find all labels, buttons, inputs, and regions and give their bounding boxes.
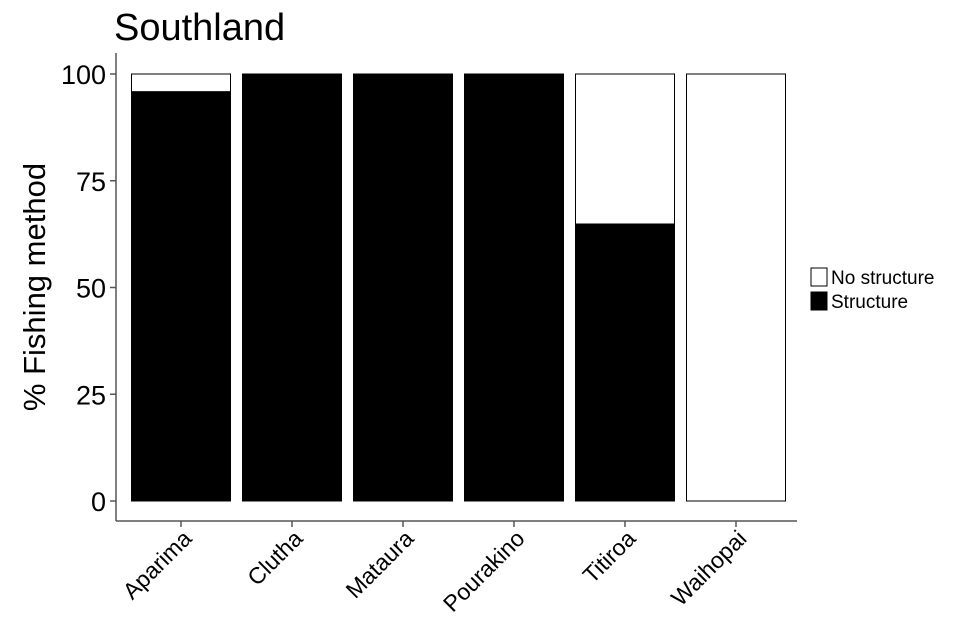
y-tick-label-100: 100 <box>61 60 106 90</box>
bar-titiroa-no-structure <box>575 74 675 224</box>
bar-aparima-structure <box>131 91 231 501</box>
bar-clutha-structure <box>242 74 342 501</box>
bar-outline-aparima <box>131 73 231 502</box>
y-axis-ticks: 0 25 50 75 100 <box>61 60 116 517</box>
legend-label-structure: Structure <box>831 292 908 313</box>
chart-title: Southland <box>114 7 285 49</box>
bar-outline-pourakino <box>464 73 564 502</box>
x-tick-label-waihopai: Waihopai <box>666 525 752 611</box>
bar-outline-clutha <box>242 73 342 502</box>
bars-group <box>131 73 786 502</box>
x-tick-label-pourakino: Pourakino <box>438 525 530 617</box>
legend: No structure Structure <box>810 267 934 313</box>
bar-aparima-no-structure <box>131 74 231 92</box>
legend-key-no-structure <box>810 267 828 287</box>
bar-outline-mataura <box>353 73 453 502</box>
legend-label-no-structure: No structure <box>831 268 934 289</box>
bar-outline-titiroa <box>575 73 675 502</box>
bar-mataura-structure <box>353 74 453 501</box>
x-tick-label-aparima: Aparima <box>118 525 197 604</box>
y-tick-label-0: 0 <box>91 487 106 517</box>
y-axis-label: % Fishing method <box>17 163 52 411</box>
legend-key-structure <box>810 291 828 311</box>
y-tick-label-25: 25 <box>76 380 106 410</box>
x-tick-label-mataura: Mataura <box>340 525 418 603</box>
y-tick-label-75: 75 <box>76 167 106 197</box>
x-tick-label-titiroa: Titiroa <box>578 525 641 588</box>
bar-outline-waihopai <box>686 73 786 502</box>
bar-waihopai-no-structure <box>686 74 786 501</box>
y-tick-label-50: 50 <box>76 274 106 304</box>
x-axis-ticks: Aparima Clutha Mataura Pourakino Titiroa Waih… <box>118 521 752 617</box>
bar-titiroa-structure <box>575 223 675 501</box>
bar-pourakino-structure <box>464 74 564 501</box>
x-tick-label-clutha: Clutha <box>242 525 308 591</box>
